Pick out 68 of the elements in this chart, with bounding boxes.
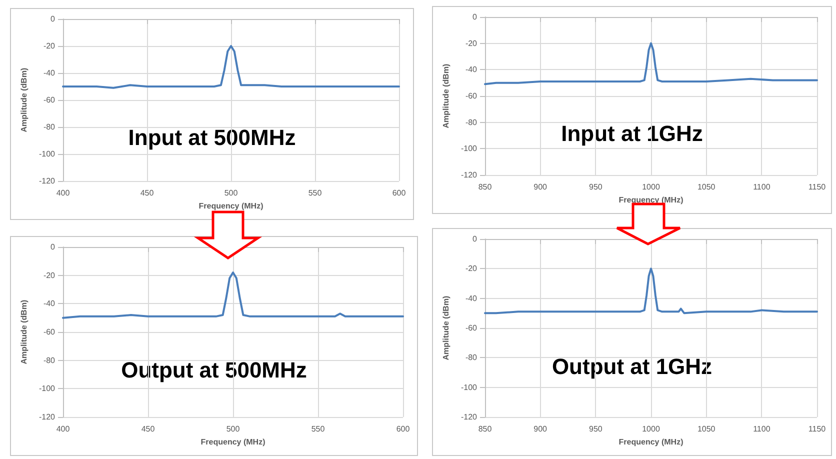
- x-tick-label: 1050: [697, 182, 716, 192]
- x-tick-label: 1100: [753, 182, 771, 192]
- y-tick-label: -60: [43, 328, 56, 336]
- y-tick-label: -120: [38, 412, 56, 422]
- y-tick-label: -20: [465, 38, 478, 48]
- x-tick-label: 1100: [753, 424, 771, 434]
- x-tick-label: 1150: [808, 424, 826, 434]
- annotation: Input at 500MHz: [128, 125, 296, 150]
- annotation: Output at 500MHz: [121, 358, 307, 383]
- y-axis-title: Amplitude (dBm): [442, 295, 451, 360]
- y-tick-label: 0: [50, 14, 56, 24]
- x-tick-label: 450: [141, 424, 156, 434]
- x-tick-label: 400: [56, 424, 70, 434]
- y-tick-label: 0: [50, 242, 56, 252]
- y-tick-label: 0: [472, 234, 478, 244]
- x-tick-label: 900: [534, 424, 548, 434]
- y-tick-label: -60: [465, 324, 478, 332]
- y-tick-label: -100: [460, 382, 478, 392]
- x-tick-label: 600: [396, 424, 410, 434]
- line-series: [484, 42, 818, 86]
- line-series: [62, 272, 404, 319]
- x-tick-label: 1150: [808, 182, 826, 192]
- y-tick-label: -80: [43, 356, 56, 365]
- y-tick-label: -60: [43, 96, 56, 104]
- y-tick-label: -120: [460, 170, 478, 180]
- x-tick-label: 1050: [697, 424, 716, 434]
- y-tick-label: 0: [472, 12, 478, 22]
- annotation: Output at 1GHz: [552, 354, 712, 380]
- y-tick-label: -80: [465, 118, 478, 127]
- line-series: [484, 268, 818, 314]
- y-tick-label: -40: [43, 299, 56, 308]
- y-tick-label: -40: [465, 294, 478, 303]
- x-tick-label: 550: [308, 188, 322, 198]
- x-axis-title: Frequency (MHz): [198, 201, 264, 210]
- y-tick-label: -100: [460, 144, 478, 154]
- x-tick-label: 500: [224, 188, 238, 198]
- y-axis-title: Amplitude (dBm): [442, 63, 451, 128]
- x-tick-label: 850: [478, 424, 492, 434]
- x-tick-label: 900: [534, 182, 548, 192]
- x-tick-label: 950: [588, 424, 603, 434]
- y-tick-label: -120: [38, 176, 56, 186]
- y-tick-label: -80: [43, 122, 56, 132]
- x-tick-label: 1000: [642, 424, 660, 434]
- y-tick-label: -100: [38, 384, 56, 394]
- x-tick-label: 550: [311, 424, 326, 434]
- y-axis-title: Amplitude (dBm): [20, 299, 29, 364]
- x-tick-label: 450: [140, 188, 154, 198]
- y-tick-label: -120: [460, 412, 478, 422]
- x-tick-label: 500: [226, 424, 240, 434]
- y-tick-label: -20: [465, 264, 478, 274]
- y-tick-label: -100: [38, 150, 56, 158]
- x-axis-title: Frequency (MHz): [618, 195, 684, 204]
- line-series: [62, 45, 400, 89]
- x-tick-label: 600: [392, 188, 406, 198]
- x-tick-label: 850: [478, 182, 492, 192]
- x-tick-label: 400: [56, 188, 70, 198]
- y-tick-label: -80: [465, 353, 478, 362]
- y-axis-title: Amplitude (dBm): [20, 67, 29, 132]
- x-axis-title: Frequency (MHz): [618, 437, 684, 446]
- y-tick-label: -40: [43, 68, 56, 78]
- x-axis-title: Frequency (MHz): [200, 437, 266, 446]
- x-tick-label: 1000: [642, 182, 660, 192]
- x-tick-label: 950: [588, 182, 603, 192]
- y-tick-label: -20: [43, 42, 56, 50]
- y-tick-label: -40: [465, 65, 478, 74]
- y-tick-label: -60: [465, 92, 478, 100]
- annotation: Input at 1GHz: [561, 120, 703, 146]
- y-tick-label: -20: [43, 270, 56, 280]
